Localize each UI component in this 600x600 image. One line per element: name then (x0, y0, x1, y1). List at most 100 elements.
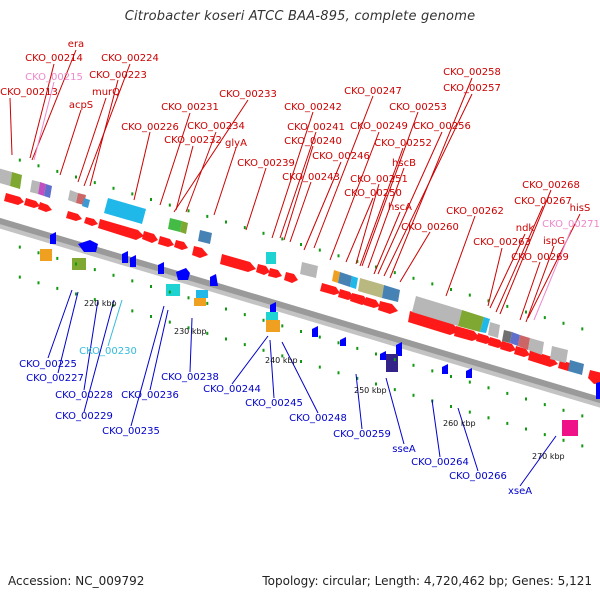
reverse-arrow[interactable] (312, 326, 318, 337)
feature-block[interactable] (0, 168, 12, 186)
forward-arrow[interactable] (84, 217, 98, 226)
feature-block[interactable] (68, 190, 78, 203)
feature-block[interactable] (568, 360, 584, 375)
forward-arrow[interactable] (350, 293, 368, 305)
gene-label[interactable]: CKO_00259 (333, 429, 391, 440)
gene-label[interactable]: CKO_00239 (237, 158, 295, 169)
gene-label[interactable]: CKO_00260 (401, 222, 459, 233)
gene-label[interactable]: CKO_00264 (411, 457, 469, 468)
gene-label[interactable]: CKO_00238 (161, 372, 219, 383)
gene-label[interactable]: CKO_00241 (287, 122, 345, 133)
feature-block[interactable] (38, 182, 46, 196)
forward-arrow[interactable] (320, 283, 340, 295)
feature-block[interactable] (550, 346, 568, 363)
feature-block[interactable] (502, 330, 512, 343)
feature-block[interactable] (518, 335, 530, 350)
forward-arrow[interactable] (24, 198, 40, 208)
feature-block[interactable] (266, 252, 276, 264)
feature-block[interactable] (40, 249, 52, 261)
forward-arrow[interactable] (158, 236, 174, 247)
forward-arrow[interactable] (38, 202, 52, 212)
feature-block[interactable] (166, 284, 180, 296)
gene-label[interactable]: CKO_00214 (25, 53, 83, 64)
reverse-arrow[interactable] (50, 232, 56, 244)
forward-arrow[interactable] (256, 264, 270, 275)
gene-label[interactable]: CKO_00256 (413, 121, 471, 132)
forward-arrow[interactable] (476, 333, 492, 344)
feature-block[interactable] (180, 221, 188, 234)
forward-arrow[interactable] (364, 297, 380, 308)
forward-arrow[interactable] (454, 326, 480, 341)
gene-label[interactable]: sseA (392, 444, 416, 455)
feature-block[interactable] (168, 218, 182, 232)
gene-label[interactable]: ndk (516, 223, 535, 234)
feature-block[interactable] (338, 272, 352, 287)
feature-block[interactable] (350, 276, 358, 289)
gene-label[interactable]: CKO_00245 (245, 398, 303, 409)
gene-label[interactable]: CKO_00246 (312, 151, 370, 162)
gene-label[interactable]: CKO_00232 (164, 135, 222, 146)
gene-label[interactable]: CKO_00234 (187, 121, 245, 132)
gene-label[interactable]: CKO_00263 (473, 237, 531, 248)
gene-label[interactable]: CKO_00225 (19, 359, 77, 370)
gene-label[interactable]: CKO_00229 (55, 411, 113, 422)
forward-arrow[interactable] (66, 211, 82, 221)
gene-label[interactable]: glyA (225, 138, 247, 149)
feature-block[interactable] (266, 312, 278, 320)
gene-label[interactable]: murQ (92, 87, 120, 98)
gene-label[interactable]: CKO_00247 (344, 86, 402, 97)
feature-block[interactable] (196, 290, 208, 298)
gene-label[interactable]: CKO_00268 (522, 180, 580, 191)
reverse-arrow[interactable] (270, 302, 276, 314)
feature-block[interactable] (332, 270, 340, 283)
gene-label[interactable]: CKO_00252 (374, 138, 432, 149)
feature-block[interactable] (72, 258, 86, 270)
reverse-arrow[interactable] (176, 268, 190, 280)
reverse-arrow[interactable] (596, 381, 600, 399)
feature-block[interactable] (30, 180, 40, 194)
feature-block[interactable] (386, 354, 398, 372)
gene-label[interactable]: CKO_00243 (282, 172, 340, 183)
gene-label[interactable]: CKO_00227 (26, 373, 84, 384)
forward-arrow[interactable] (174, 240, 188, 250)
gene-label[interactable]: CKO_00253 (389, 102, 447, 113)
feature-block[interactable] (194, 298, 206, 306)
reverse-arrow[interactable] (210, 274, 218, 286)
reverse-arrow[interactable] (130, 255, 136, 267)
gene-label[interactable]: CKO_00224 (101, 53, 159, 64)
gene-label[interactable]: CKO_00223 (89, 70, 147, 81)
gene-label[interactable]: acpS (69, 100, 93, 111)
forward-arrow[interactable] (588, 370, 600, 384)
feature-block[interactable] (458, 310, 484, 332)
gene-label[interactable]: hscB (392, 158, 416, 169)
feature-block[interactable] (358, 278, 384, 298)
feature-block[interactable] (300, 262, 318, 278)
forward-arrow[interactable] (220, 254, 256, 272)
feature-block[interactable] (266, 320, 280, 332)
gene-label[interactable]: CKO_00233 (219, 89, 277, 100)
forward-arrow[interactable] (98, 219, 144, 240)
forward-arrow[interactable] (488, 337, 504, 348)
gene-label[interactable]: CKO_00244 (203, 384, 261, 395)
feature-block[interactable] (480, 317, 490, 333)
gene-label[interactable]: CKO_00248 (289, 413, 347, 424)
gene-label[interactable]: era (68, 39, 84, 50)
gene-label[interactable]: CKO_00226 (121, 122, 179, 133)
forward-arrow[interactable] (268, 268, 282, 278)
gene-label[interactable]: CKO_00228 (55, 390, 113, 401)
reverse-arrow[interactable] (78, 240, 98, 252)
feature-block[interactable] (412, 296, 462, 326)
gene-label[interactable]: CKO_00230 (79, 346, 137, 357)
feature-block[interactable] (488, 322, 500, 338)
gene-label[interactable]: CKO_00267 (514, 196, 572, 207)
gene-label[interactable]: CKO_00215 (25, 72, 83, 83)
feature-block[interactable] (510, 332, 520, 346)
gene-label[interactable]: CKO_00269 (511, 252, 569, 263)
feature-block[interactable] (44, 184, 52, 198)
gene-label[interactable]: CKO_00240 (284, 136, 342, 147)
feature-block[interactable] (10, 172, 22, 189)
gene-label[interactable]: xseA (508, 486, 532, 497)
feature-block[interactable] (528, 338, 544, 355)
gene-label[interactable]: CKO_00258 (443, 67, 501, 78)
forward-arrow[interactable] (528, 350, 558, 367)
